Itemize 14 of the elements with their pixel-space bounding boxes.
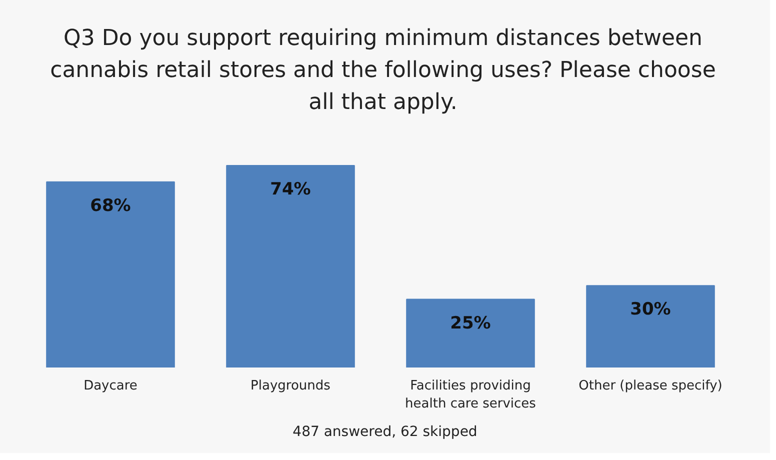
x-tick-label: Playgrounds bbox=[250, 378, 331, 394]
x-tick-label: Facilities providing health care services bbox=[405, 378, 536, 412]
data-label: 68% bbox=[90, 196, 131, 216]
chart-title: Q3 Do you support requiring minimum distances between cannabis retail stores and the following uses? Please choose all that apply. bbox=[49, 25, 717, 117]
x-tick-label: Daycare bbox=[84, 378, 138, 394]
text: 487 answered, 62 skipped bbox=[292, 423, 478, 442]
bar bbox=[586, 285, 715, 368]
bar bbox=[46, 181, 175, 368]
bar bbox=[226, 165, 355, 368]
data-label: 30% bbox=[630, 300, 671, 320]
bar bbox=[406, 298, 535, 368]
data-label: 74% bbox=[270, 180, 311, 200]
data-label: 25% bbox=[450, 313, 491, 334]
x-tick-label: Other (please specify) bbox=[578, 378, 722, 394]
